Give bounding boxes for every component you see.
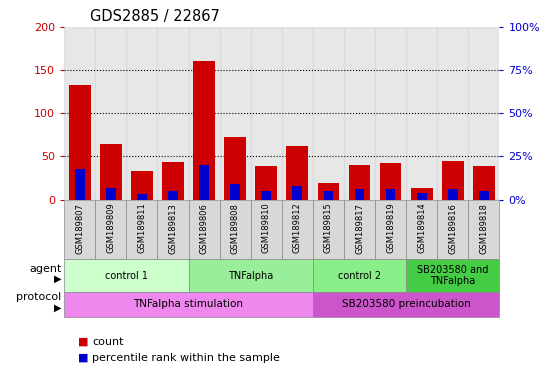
Text: GDS2885 / 22867: GDS2885 / 22867 xyxy=(90,9,220,24)
Bar xyxy=(406,27,437,200)
Bar xyxy=(199,165,209,200)
Text: GSM189807: GSM189807 xyxy=(75,203,84,253)
Bar xyxy=(375,27,406,200)
Bar xyxy=(131,171,153,200)
FancyBboxPatch shape xyxy=(344,200,375,259)
Bar xyxy=(468,27,499,200)
Text: GSM189812: GSM189812 xyxy=(293,203,302,253)
Bar xyxy=(282,27,313,200)
Text: percentile rank within the sample: percentile rank within the sample xyxy=(92,353,280,363)
Bar xyxy=(479,191,489,200)
FancyBboxPatch shape xyxy=(437,200,468,259)
Bar xyxy=(251,27,282,200)
FancyBboxPatch shape xyxy=(313,259,406,292)
Bar xyxy=(193,61,215,200)
FancyBboxPatch shape xyxy=(406,200,437,259)
Text: GSM189816: GSM189816 xyxy=(448,203,457,253)
Bar xyxy=(318,183,339,200)
Text: GSM189813: GSM189813 xyxy=(169,203,177,253)
Text: control 2: control 2 xyxy=(338,270,381,281)
Text: GSM189809: GSM189809 xyxy=(107,203,116,253)
Bar xyxy=(106,188,116,200)
Bar xyxy=(473,166,495,200)
FancyBboxPatch shape xyxy=(64,259,189,292)
Text: GSM189819: GSM189819 xyxy=(386,203,395,253)
Bar xyxy=(100,144,122,200)
Bar xyxy=(162,162,184,200)
Text: SB203580 preincubation: SB203580 preincubation xyxy=(341,299,470,310)
Bar xyxy=(437,27,468,200)
Bar xyxy=(261,191,271,200)
Text: TNFalpha stimulation: TNFalpha stimulation xyxy=(133,299,243,310)
Bar xyxy=(168,191,178,200)
Text: ■: ■ xyxy=(78,337,89,347)
Bar xyxy=(69,85,90,200)
Bar xyxy=(349,165,371,200)
Text: count: count xyxy=(92,337,123,347)
Text: GSM189815: GSM189815 xyxy=(324,203,333,253)
Bar xyxy=(64,27,95,200)
Bar xyxy=(313,27,344,200)
Bar xyxy=(189,27,220,200)
Bar xyxy=(126,27,157,200)
Text: ▶: ▶ xyxy=(54,273,61,284)
FancyBboxPatch shape xyxy=(64,292,313,317)
Text: agent: agent xyxy=(29,263,61,274)
Bar xyxy=(224,137,246,200)
Bar xyxy=(292,186,302,200)
Bar xyxy=(442,161,464,200)
FancyBboxPatch shape xyxy=(126,200,157,259)
Bar xyxy=(256,166,277,200)
Text: GSM189811: GSM189811 xyxy=(137,203,146,253)
FancyBboxPatch shape xyxy=(220,200,251,259)
Text: protocol: protocol xyxy=(16,292,61,303)
FancyBboxPatch shape xyxy=(189,259,313,292)
Text: TNFalpha: TNFalpha xyxy=(228,270,273,281)
Bar xyxy=(448,189,458,200)
Bar xyxy=(95,27,126,200)
Bar xyxy=(355,189,364,200)
Bar xyxy=(157,27,189,200)
Bar xyxy=(137,195,147,200)
Text: ▶: ▶ xyxy=(54,302,61,313)
Text: GSM189814: GSM189814 xyxy=(417,203,426,253)
Bar xyxy=(379,162,402,200)
Bar xyxy=(417,193,426,200)
Text: GSM189808: GSM189808 xyxy=(230,203,239,253)
Bar xyxy=(220,27,251,200)
Text: GSM189817: GSM189817 xyxy=(355,203,364,253)
Text: ■: ■ xyxy=(78,353,89,363)
FancyBboxPatch shape xyxy=(406,259,499,292)
FancyBboxPatch shape xyxy=(251,200,282,259)
Bar xyxy=(75,169,85,200)
Text: GSM189818: GSM189818 xyxy=(479,203,488,253)
Bar xyxy=(411,189,432,200)
Text: SB203580 and
TNFalpha: SB203580 and TNFalpha xyxy=(417,265,488,286)
FancyBboxPatch shape xyxy=(313,200,344,259)
Bar xyxy=(344,27,375,200)
Text: GSM189810: GSM189810 xyxy=(262,203,271,253)
Text: GSM189806: GSM189806 xyxy=(200,203,209,253)
Text: control 1: control 1 xyxy=(105,270,148,281)
FancyBboxPatch shape xyxy=(95,200,126,259)
Bar xyxy=(286,146,308,200)
FancyBboxPatch shape xyxy=(64,200,95,259)
FancyBboxPatch shape xyxy=(157,200,189,259)
FancyBboxPatch shape xyxy=(468,200,499,259)
FancyBboxPatch shape xyxy=(189,200,220,259)
Bar xyxy=(386,189,396,200)
FancyBboxPatch shape xyxy=(313,292,499,317)
Bar xyxy=(324,191,333,200)
Bar xyxy=(230,184,240,200)
FancyBboxPatch shape xyxy=(375,200,406,259)
FancyBboxPatch shape xyxy=(282,200,313,259)
